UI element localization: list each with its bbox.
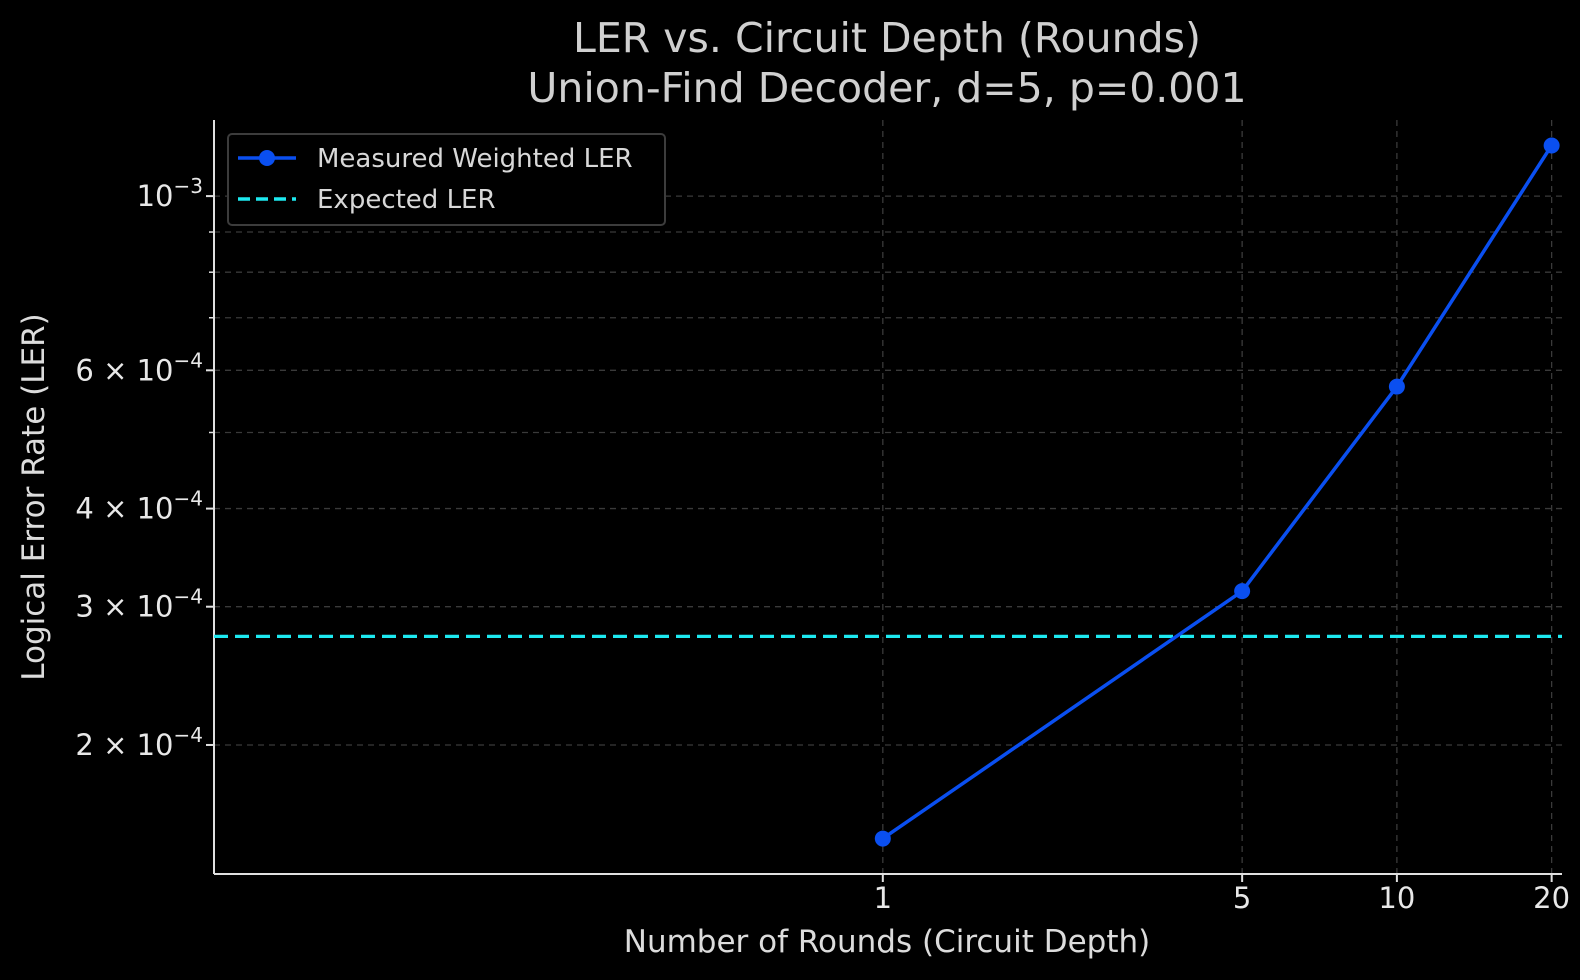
chart-title: LER vs. Circuit Depth (Rounds) [573, 14, 1201, 62]
chart-subtitle: Union-Find Decoder, d=5, p=0.001 [527, 64, 1246, 112]
measured-ler-point [1388, 378, 1405, 395]
legend-measured-label: Measured Weighted LER [317, 144, 633, 174]
y-tick-label: 3 × 10−4 [75, 585, 203, 624]
measured-ler-point [1543, 137, 1560, 154]
legend-frame [227, 133, 666, 226]
legend: Measured Weighted LER Expected LER [227, 133, 666, 226]
y-tick-label: 10−3 [137, 174, 203, 213]
y-tick-label: 2 × 10−4 [75, 723, 203, 762]
x-axis-label: Number of Rounds (Circuit Depth) [624, 924, 1150, 960]
legend-expected-label: Expected LER [317, 185, 496, 215]
y-ticks: 10−3 6 × 10−4 4 × 10−4 3 × 10−4 2 × 10−4 [75, 174, 214, 762]
x-ticks: 1 5 10 20 [874, 874, 1570, 915]
y-tick-label: 6 × 10−4 [75, 348, 203, 387]
x-tick-label: 5 [1233, 881, 1251, 915]
measured-ler-point [874, 830, 891, 847]
y-axis-label: Logical Error Rate (LER) [16, 313, 52, 680]
grid-lines [214, 120, 1562, 874]
plot-series [214, 137, 1562, 847]
x-tick-label: 10 [1378, 881, 1415, 915]
y-tick-label: 4 × 10−4 [75, 487, 203, 526]
measured-ler-point [1234, 583, 1251, 600]
x-tick-label: 1 [874, 881, 892, 915]
legend-measured-marker [259, 150, 275, 166]
measured-ler-line [881, 144, 1554, 841]
x-tick-label: 20 [1533, 881, 1570, 915]
